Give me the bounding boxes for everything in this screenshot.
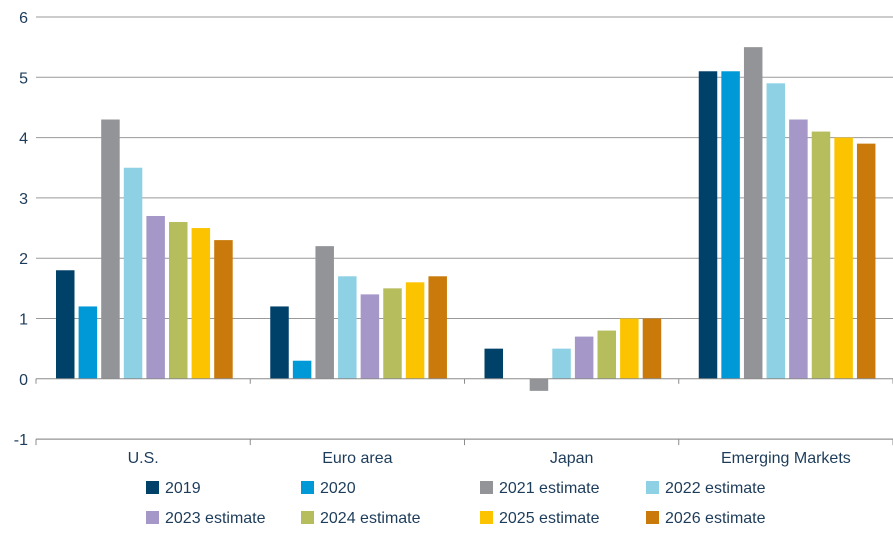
- legend-swatch: [480, 511, 493, 524]
- category-label: Emerging Markets: [721, 450, 851, 467]
- y-tick-label: 5: [19, 70, 28, 87]
- legend-item: 2020: [301, 480, 356, 497]
- bar: [698, 71, 718, 379]
- legend-swatch: [146, 481, 159, 494]
- bar: [270, 306, 289, 379]
- bar: [574, 336, 594, 379]
- legend-label: 2022 estimate: [665, 480, 766, 497]
- legend-swatch: [146, 511, 159, 524]
- legend-item: 2026 estimate: [646, 510, 766, 527]
- y-tick-label: 6: [19, 10, 28, 27]
- bar: [360, 294, 380, 379]
- legend: 2019 2020 2021 estimate 2022 estimate 2023 e…: [146, 480, 766, 527]
- bar: [721, 71, 740, 379]
- y-axis-ticks: -1 0 1 2 3 4 5 6: [14, 10, 28, 449]
- legend-item: 2019: [146, 480, 201, 497]
- y-tick-label: -1: [14, 432, 28, 449]
- y-tick-label: 1: [19, 312, 28, 329]
- bars: [56, 47, 876, 391]
- bar: [834, 137, 853, 379]
- bar: [743, 47, 763, 379]
- x-axis: U.S. Euro area Japan Emerging Markets: [35, 378, 893, 467]
- bar: [484, 348, 503, 379]
- legend-label: 2021 estimate: [499, 480, 600, 497]
- bar: [191, 228, 211, 379]
- bar: [811, 131, 831, 379]
- legend-item: 2025 estimate: [480, 510, 600, 527]
- category-label: U.S.: [128, 450, 159, 467]
- legend-swatch: [480, 481, 493, 494]
- bar: [78, 306, 98, 379]
- legend-label: 2019: [165, 480, 201, 497]
- legend-swatch: [301, 481, 314, 494]
- legend-item: 2023 estimate: [146, 510, 266, 527]
- bar: [169, 222, 188, 379]
- bar: [856, 143, 876, 379]
- bar: [428, 276, 447, 379]
- bar: [620, 318, 639, 379]
- bar: [789, 119, 808, 379]
- bar: [552, 348, 571, 379]
- bar: [101, 119, 120, 379]
- legend-item: 2024 estimate: [301, 510, 421, 527]
- bar: [529, 378, 549, 391]
- bar: [214, 240, 233, 379]
- legend-item: 2022 estimate: [646, 480, 766, 497]
- y-tick-label: 2: [19, 251, 28, 268]
- bar: [597, 330, 616, 379]
- legend-swatch: [646, 481, 659, 494]
- bar: [766, 83, 786, 379]
- bar: [405, 282, 425, 379]
- legend-swatch: [301, 511, 314, 524]
- legend-label: 2024 estimate: [320, 510, 421, 527]
- legend-label: 2023 estimate: [165, 510, 266, 527]
- category-label: Japan: [550, 450, 594, 467]
- legend-label: 2020: [320, 480, 356, 497]
- bar: [146, 215, 165, 379]
- y-tick-label: 0: [19, 372, 28, 389]
- legend-label: 2025 estimate: [499, 510, 600, 527]
- bar: [315, 246, 334, 379]
- bar: [292, 360, 312, 379]
- bar: [338, 276, 357, 379]
- bar: [123, 167, 143, 379]
- bar: [642, 318, 662, 379]
- category-label: Euro area: [322, 450, 392, 467]
- legend-swatch: [646, 511, 659, 524]
- y-tick-label: 4: [19, 131, 28, 148]
- legend-label: 2026 estimate: [665, 510, 766, 527]
- bar: [383, 288, 402, 379]
- bar: [56, 270, 75, 379]
- legend-item: 2021 estimate: [480, 480, 600, 497]
- y-tick-label: 3: [19, 191, 28, 208]
